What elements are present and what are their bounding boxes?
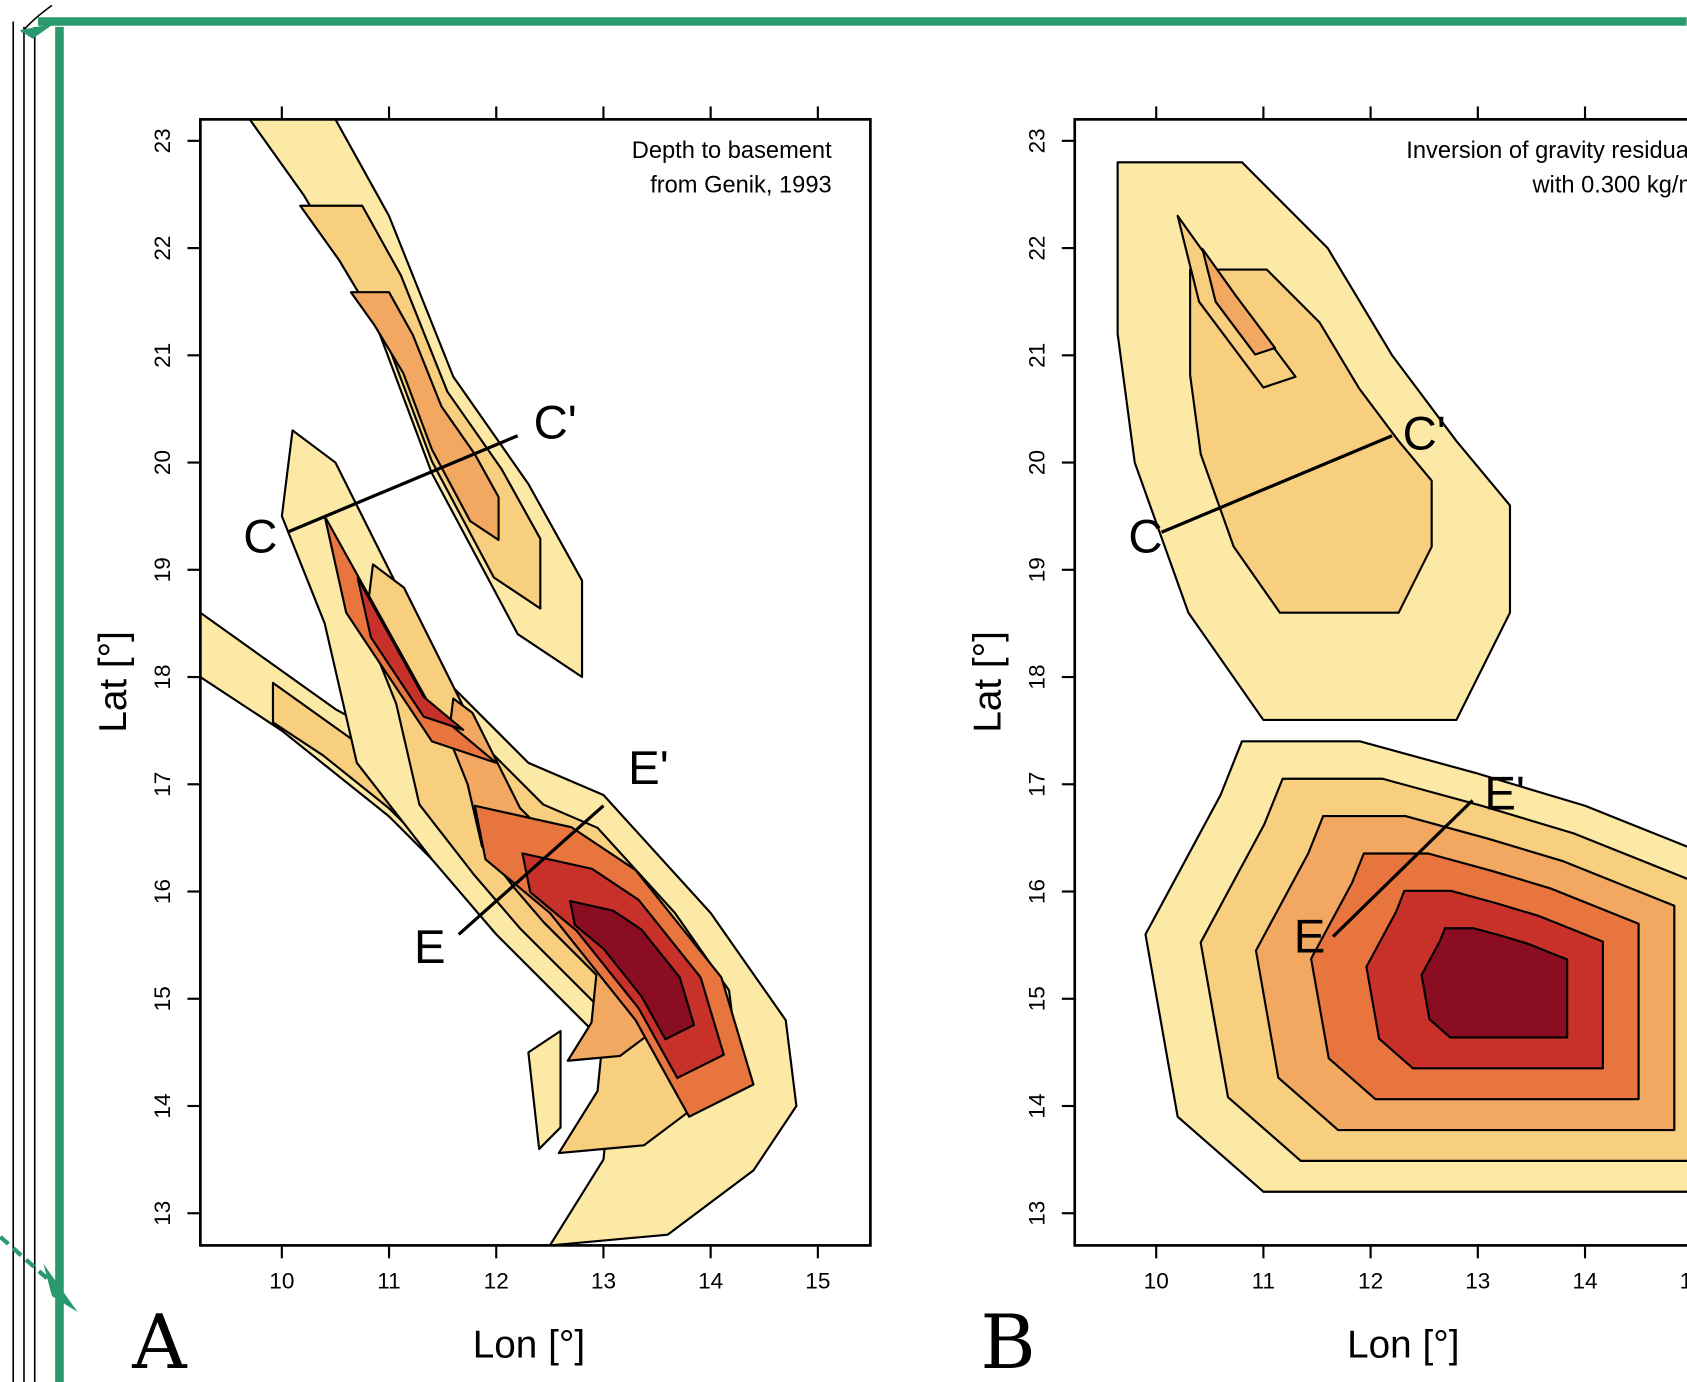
y-tick-label: 14 (150, 1093, 175, 1118)
y-tick-label: 22 (150, 236, 175, 261)
y-tick-label: 15 (150, 986, 175, 1011)
y-tick-label: 20 (1025, 450, 1050, 475)
panel-title: from Genik, 1993 (650, 173, 831, 199)
x-tick-label: 11 (377, 1268, 400, 1293)
x-tick-label: 15 (805, 1268, 830, 1293)
x-tick-label: 10 (269, 1268, 294, 1293)
x-tick-label: 14 (1572, 1268, 1597, 1293)
panel-title: Depth to basement (632, 138, 832, 164)
panel-title: Inversion of gravity residuals (1406, 138, 1687, 164)
y-tick-label: 17 (150, 772, 175, 797)
x-axis-label: Lon [°] (1347, 1323, 1459, 1366)
x-axis-label: Lon [°] (473, 1323, 585, 1366)
y-tick-label: 20 (150, 450, 175, 475)
plot-area (200, 119, 796, 1245)
panel-letter: A (131, 1298, 188, 1382)
profile-label: E (414, 921, 446, 974)
y-tick-label: 14 (1025, 1093, 1050, 1118)
y-tick-label: 23 (150, 128, 175, 153)
y-tick-label: 19 (1025, 557, 1050, 582)
profile-label: E' (1484, 768, 1525, 821)
x-tick-label: 12 (484, 1268, 509, 1293)
profile-label: C' (534, 397, 577, 450)
x-tick-label: 13 (591, 1268, 616, 1293)
y-tick-label: 13 (150, 1201, 175, 1226)
y-tick-label: 19 (150, 557, 175, 582)
x-tick-label: 15 (1680, 1268, 1687, 1293)
y-tick-label: 22 (1025, 236, 1050, 261)
panel-title: with 0.300 kg/m³ (1531, 173, 1687, 199)
y-tick-label: 16 (1025, 879, 1050, 904)
y-tick-label: 17 (1025, 772, 1050, 797)
y-tick-label: 13 (1025, 1201, 1050, 1226)
x-tick-label: 12 (1358, 1268, 1383, 1293)
contour (528, 1031, 560, 1149)
y-tick-label: 18 (1025, 664, 1050, 689)
y-tick-label: 18 (150, 664, 175, 689)
y-axis-label: Lat [°] (967, 631, 1010, 733)
figure: 10 11 12 13 14 15 13 14 15 16 17 18 19 20 21 22 23 Lon [°… (0, 0, 1687, 1382)
x-tick-label: 13 (1465, 1268, 1490, 1293)
profile-label: C (243, 510, 277, 563)
y-tick-label: 16 (150, 879, 175, 904)
plot-area (1118, 162, 1687, 1191)
y-tick-label: 21 (1025, 343, 1050, 368)
profile-label: E' (628, 742, 669, 795)
x-tick-label: 10 (1144, 1268, 1169, 1293)
y-tick-label: 21 (150, 343, 175, 368)
profile-label: C' (1403, 407, 1446, 460)
profile-label: E (1294, 910, 1326, 963)
y-tick-label: 23 (1025, 128, 1050, 153)
x-tick-label: 11 (1252, 1268, 1275, 1293)
panel-letter: B (980, 1298, 1035, 1382)
profile-label: C (1128, 510, 1162, 563)
y-tick-label: 15 (1025, 986, 1050, 1011)
x-tick-label: 14 (698, 1268, 723, 1293)
y-axis-label: Lat [°] (92, 631, 135, 733)
